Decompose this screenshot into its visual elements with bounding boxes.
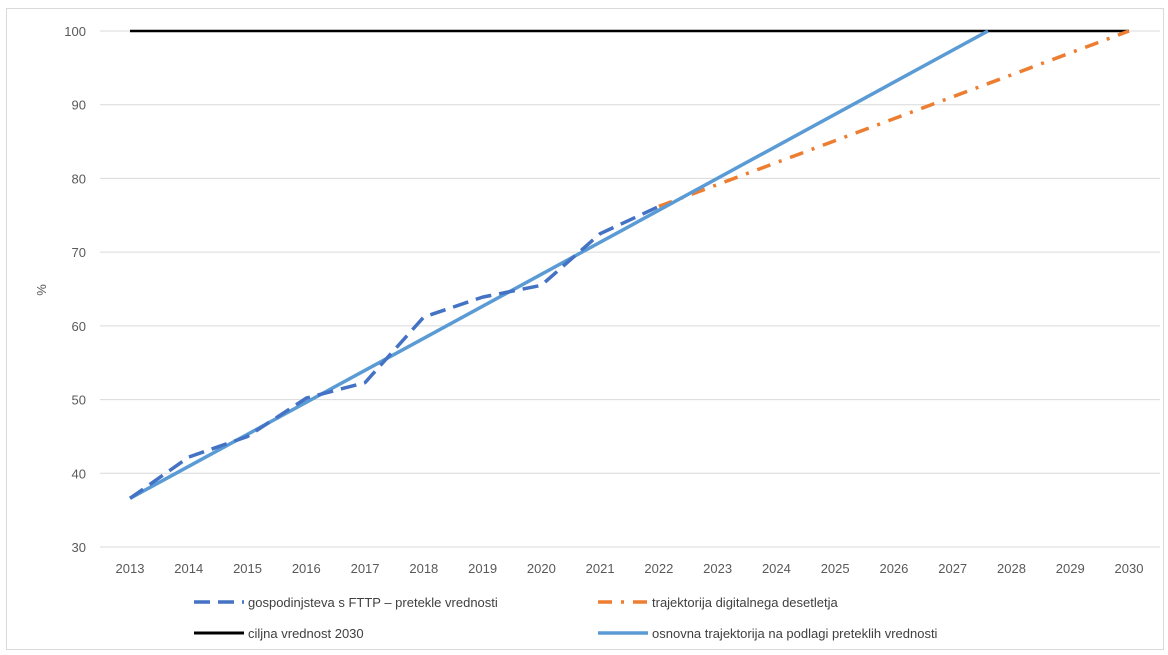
y-tick-label: 100 bbox=[64, 24, 86, 39]
series-line-3 bbox=[129, 29, 989, 500]
x-tick-label: 2026 bbox=[879, 561, 908, 576]
legend-label: trajektorija digitalnega desetletja bbox=[652, 595, 838, 610]
x-tick-label: 2020 bbox=[527, 561, 556, 576]
series-line-1 bbox=[658, 29, 1130, 209]
x-tick-label: 2022 bbox=[644, 561, 673, 576]
series-line-0 bbox=[128, 204, 660, 500]
x-tick-label: 2023 bbox=[703, 561, 732, 576]
x-tick-label: 2028 bbox=[997, 561, 1026, 576]
y-tick-label: 80 bbox=[72, 171, 86, 186]
chart-area bbox=[6, 8, 1164, 650]
x-tick-label: 2024 bbox=[762, 561, 791, 576]
series-lines bbox=[128, 29, 1130, 500]
x-tick-label: 2019 bbox=[468, 561, 497, 576]
x-tick-label: 2014 bbox=[174, 561, 203, 576]
x-tick-label: 2017 bbox=[351, 561, 380, 576]
y-tick-label: 50 bbox=[72, 393, 86, 408]
x-tick-label: 2021 bbox=[586, 561, 615, 576]
x-tick-label: 2025 bbox=[821, 561, 850, 576]
y-tick-label: 70 bbox=[72, 245, 86, 260]
legend-label: osnovna trajektorija na podlagi pretekli… bbox=[652, 626, 938, 641]
y-axis-label: % bbox=[34, 284, 49, 296]
y-tick-label: 30 bbox=[72, 540, 86, 555]
x-axis-ticks: 2013 2014 2015 2016 2017 2018 2019 2020 2021 2022… bbox=[116, 561, 1144, 576]
y-tick-label: 40 bbox=[72, 466, 86, 481]
x-tick-label: 2027 bbox=[938, 561, 967, 576]
x-tick-label: 2029 bbox=[1056, 561, 1085, 576]
gridlines bbox=[100, 30, 1160, 548]
legend: gospodinjsteva s FTTP – pretekle vrednos… bbox=[194, 595, 938, 641]
y-axis-ticks: 30 40 50 60 70 80 90 100 bbox=[64, 24, 86, 555]
legend-label: ciljna vrednost 2030 bbox=[248, 626, 364, 641]
x-tick-label: 2013 bbox=[116, 561, 145, 576]
x-tick-label: 2016 bbox=[292, 561, 321, 576]
x-tick-label: 2030 bbox=[1115, 561, 1144, 576]
y-tick-label: 90 bbox=[72, 98, 86, 113]
x-tick-label: 2015 bbox=[233, 561, 262, 576]
legend-label: gospodinjsteva s FTTP – pretekle vrednos… bbox=[248, 595, 498, 610]
x-tick-label: 2018 bbox=[409, 561, 438, 576]
y-tick-label: 60 bbox=[72, 319, 86, 334]
